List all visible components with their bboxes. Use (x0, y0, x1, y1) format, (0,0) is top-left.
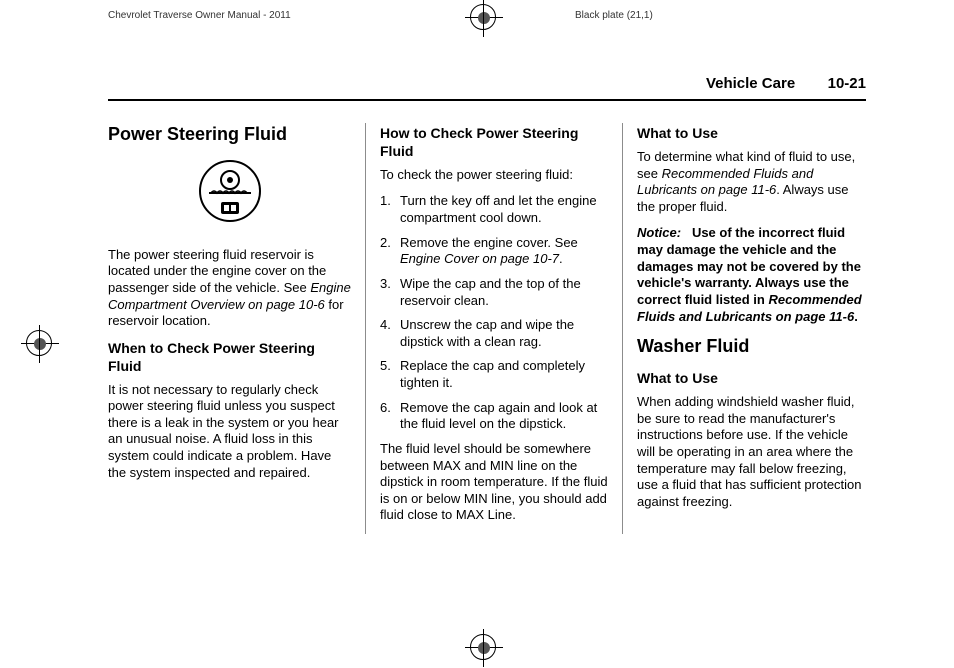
power-steering-icon (108, 158, 351, 233)
notice-paragraph: Notice: Use of the incorrect fluid may d… (637, 225, 865, 325)
intro-paragraph: The power steering fluid reservoir is lo… (108, 247, 351, 330)
crop-mark-left-icon (26, 330, 56, 360)
heading-what-to-use-a: What to Use (637, 125, 865, 143)
page-number: 10-21 (828, 75, 866, 92)
step-text: Unscrew the cap and wipe the dipstick wi… (400, 317, 608, 350)
heading-when-to-check: When to Check Power Steering Fluid (108, 340, 351, 376)
column-3: What to Use To determine what kind of fl… (622, 123, 865, 534)
how-to-check-intro: To check the power steering fluid: (380, 167, 608, 184)
columns: Power Steering Fluid The power steering … (108, 123, 866, 534)
step-text: Replace the cap and completely tighten i… (400, 358, 608, 391)
step-text: Turn the key off and let the engine comp… (400, 193, 608, 226)
column-1: Power Steering Fluid The power steering … (108, 123, 351, 534)
crop-mark-top-icon (470, 4, 500, 34)
step-4: 4.Unscrew the cap and wipe the dipstick … (380, 317, 608, 350)
step-number: 3. (380, 276, 400, 309)
step-number: 4. (380, 317, 400, 350)
notice-b: . (854, 309, 858, 324)
steps-list: 1.Turn the key off and let the engine co… (380, 193, 608, 433)
when-to-check-paragraph: It is not necessary to regularly check p… (108, 382, 351, 482)
print-header-left: Chevrolet Traverse Owner Manual - 2011 (108, 10, 291, 21)
step-text: Remove the cap again and look at the flu… (400, 400, 608, 433)
page-header: Vehicle Care 10-21 (108, 75, 866, 101)
notice-label: Notice: (637, 225, 681, 240)
step-6: 6.Remove the cap again and look at the f… (380, 400, 608, 433)
heading-how-to-check: How to Check Power Steering Fluid (380, 125, 608, 161)
heading-washer-fluid: Washer Fluid (637, 335, 865, 358)
step-text: Wipe the cap and the top of the reservoi… (400, 276, 608, 309)
step-text: Remove the engine cover. See Engine Cove… (400, 235, 608, 268)
what-to-use-paragraph: To determine what kind of fluid to use, … (637, 149, 865, 216)
step-2: 2.Remove the engine cover. See Engine Co… (380, 235, 608, 268)
step-number: 5. (380, 358, 400, 391)
section-title: Vehicle Care (706, 75, 795, 92)
step-number: 6. (380, 400, 400, 433)
fluid-level-paragraph: The fluid level should be somewhere betw… (380, 441, 608, 524)
intro-text-a: The power steering fluid reservoir is lo… (108, 247, 326, 295)
heading-power-steering-fluid: Power Steering Fluid (108, 123, 351, 146)
step-5: 5.Replace the cap and completely tighten… (380, 358, 608, 391)
page-content: Vehicle Care 10-21 Power Steering Fluid (108, 75, 866, 534)
step-number: 2. (380, 235, 400, 268)
heading-what-to-use-b: What to Use (637, 370, 865, 388)
step-1: 1.Turn the key off and let the engine co… (380, 193, 608, 226)
step-3: 3.Wipe the cap and the top of the reserv… (380, 276, 608, 309)
column-2: How to Check Power Steering Fluid To che… (365, 123, 608, 534)
print-header-right: Black plate (21,1) (575, 10, 653, 21)
washer-fluid-paragraph: When adding windshield washer fluid, be … (637, 394, 865, 510)
step-number: 1. (380, 193, 400, 226)
crop-mark-bottom-icon (470, 634, 500, 664)
